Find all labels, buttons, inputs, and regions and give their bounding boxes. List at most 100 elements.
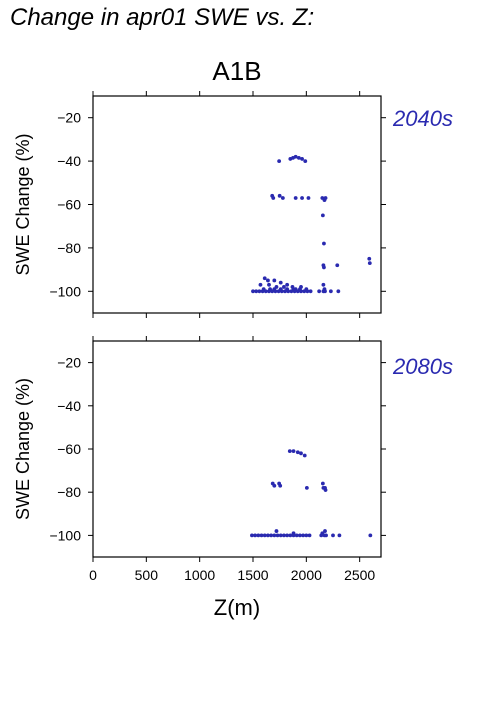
data-point bbox=[277, 159, 282, 164]
data-point bbox=[323, 488, 328, 492]
data-point bbox=[254, 289, 259, 294]
y-tick-label: −40 bbox=[57, 153, 81, 169]
data-point bbox=[277, 193, 282, 198]
data-point bbox=[308, 289, 313, 294]
data-point bbox=[282, 533, 286, 538]
data-point bbox=[321, 282, 326, 287]
x-tick-label: 1000 bbox=[184, 567, 215, 583]
data-point bbox=[304, 287, 309, 292]
data-point bbox=[296, 155, 301, 160]
scenario-title: A1B bbox=[212, 56, 262, 86]
data-point bbox=[291, 449, 296, 454]
y-tick-label: −20 bbox=[57, 355, 81, 371]
data-point bbox=[291, 533, 296, 538]
data-point bbox=[262, 276, 267, 281]
data-point bbox=[304, 533, 309, 538]
data-point bbox=[272, 278, 277, 283]
y-tick-label: −80 bbox=[57, 484, 81, 500]
data-point bbox=[266, 533, 270, 538]
data-point bbox=[336, 289, 341, 294]
y-tick-label: −100 bbox=[49, 283, 81, 299]
data-point bbox=[331, 533, 335, 538]
figure-title: Change in apr01 SWE vs. Z: bbox=[10, 4, 315, 31]
data-point bbox=[278, 280, 283, 285]
period-label: 2080s bbox=[392, 354, 453, 379]
data-point bbox=[274, 529, 279, 533]
data-point bbox=[335, 263, 340, 268]
data-point bbox=[278, 483, 283, 488]
data-point bbox=[320, 213, 325, 218]
data-point bbox=[280, 196, 285, 200]
data-point bbox=[291, 287, 296, 292]
data-point bbox=[285, 282, 290, 287]
data-point bbox=[328, 289, 333, 294]
data-point bbox=[250, 533, 254, 538]
y-tick-label: −80 bbox=[57, 240, 81, 256]
data-point bbox=[300, 157, 304, 161]
data-point bbox=[272, 483, 277, 488]
data-point bbox=[306, 196, 311, 200]
data-point bbox=[324, 533, 328, 538]
period-label: 2040s bbox=[392, 106, 453, 131]
data-point bbox=[317, 289, 322, 294]
data-point bbox=[368, 533, 373, 538]
y-tick-label: −100 bbox=[49, 527, 81, 543]
data-point bbox=[272, 533, 277, 538]
y-tick-label: −20 bbox=[57, 110, 81, 126]
plot-frame bbox=[92, 340, 382, 558]
data-point bbox=[288, 533, 293, 538]
data-point bbox=[295, 450, 300, 455]
y-tick-label: −60 bbox=[57, 197, 81, 213]
data-point bbox=[282, 285, 286, 289]
data-point bbox=[267, 282, 271, 287]
data-point bbox=[275, 533, 280, 538]
data-point bbox=[271, 196, 276, 200]
data-point bbox=[323, 196, 328, 200]
data-point bbox=[293, 196, 298, 200]
data-point bbox=[300, 196, 304, 200]
data-point bbox=[298, 533, 302, 538]
data-point bbox=[302, 453, 307, 458]
x-tick-label: 500 bbox=[135, 567, 159, 583]
data-point bbox=[278, 287, 283, 292]
x-axis-label: Z(m) bbox=[214, 595, 260, 620]
x-tick-label: 0 bbox=[89, 567, 97, 583]
data-point bbox=[285, 533, 290, 538]
data-point bbox=[257, 289, 262, 294]
data-point bbox=[278, 533, 283, 538]
y-tick-label: −40 bbox=[57, 398, 81, 414]
data-point bbox=[322, 241, 326, 246]
x-tick-label: 2500 bbox=[344, 567, 375, 583]
data-point bbox=[299, 451, 303, 456]
y-axis-label: SWE Change (%) bbox=[13, 378, 33, 520]
data-point bbox=[322, 265, 326, 270]
data-point bbox=[294, 533, 299, 538]
data-point bbox=[262, 533, 267, 538]
plot-frame bbox=[92, 95, 382, 314]
data-point bbox=[367, 261, 372, 265]
data-point bbox=[307, 533, 312, 538]
data-point bbox=[293, 154, 298, 159]
data-point bbox=[285, 287, 290, 292]
data-point bbox=[272, 287, 277, 292]
data-point bbox=[304, 485, 309, 490]
data-point bbox=[319, 533, 324, 538]
data-point bbox=[256, 533, 261, 538]
data-point bbox=[323, 289, 327, 294]
data-point bbox=[303, 159, 308, 164]
data-point bbox=[253, 533, 258, 538]
x-tick-label: 1500 bbox=[237, 567, 268, 583]
data-point bbox=[258, 282, 263, 287]
data-point bbox=[287, 449, 292, 454]
data-point bbox=[323, 529, 327, 533]
data-point bbox=[301, 533, 306, 538]
data-point bbox=[320, 481, 325, 486]
x-tick-label: 2000 bbox=[291, 567, 322, 583]
data-point bbox=[298, 287, 302, 292]
data-point bbox=[251, 289, 255, 294]
y-tick-label: −60 bbox=[57, 441, 81, 457]
data-point bbox=[337, 533, 342, 538]
data-point bbox=[269, 533, 274, 538]
data-point bbox=[261, 287, 266, 292]
